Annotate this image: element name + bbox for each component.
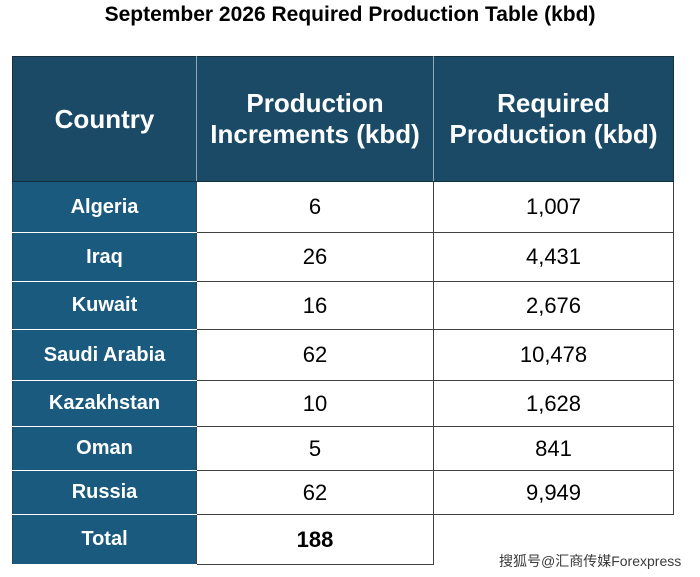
- header-required-line1: Required: [497, 88, 610, 118]
- increment-cell: 62: [196, 329, 434, 381]
- total-blank-cell: [433, 514, 674, 565]
- header-country: Country: [12, 56, 197, 182]
- production-table: Country Production Increments (kbd) Requ…: [12, 56, 674, 565]
- required-cell: 10,478: [433, 329, 674, 381]
- increment-cell: 5: [196, 426, 434, 471]
- header-row: Country Production Increments (kbd) Requ…: [12, 56, 674, 182]
- increment-cell: 26: [196, 232, 434, 282]
- total-label-cell: Total: [12, 514, 197, 565]
- required-cell: 1,007: [433, 181, 674, 233]
- table-row: Iraq 26 4,431: [12, 232, 674, 282]
- country-cell: Iraq: [12, 232, 197, 282]
- header-increments: Production Increments (kbd): [196, 56, 434, 182]
- header-country-label: Country: [54, 103, 155, 134]
- increment-cell: 6: [196, 181, 434, 233]
- header-required: Required Production (kbd): [433, 56, 674, 182]
- country-cell: Kuwait: [12, 281, 197, 330]
- required-cell: 1,628: [433, 380, 674, 427]
- increment-cell: 62: [196, 470, 434, 515]
- increment-cell: 10: [196, 380, 434, 427]
- required-cell: 2,676: [433, 281, 674, 330]
- header-increments-line2: Increments (kbd): [210, 119, 420, 149]
- table-row: Russia 62 9,949: [12, 470, 674, 515]
- total-increment-cell: 188: [196, 514, 434, 565]
- required-cell: 9,949: [433, 470, 674, 515]
- watermark: 搜狐号@汇商传媒Forexpress: [499, 553, 682, 569]
- increment-cell: 16: [196, 281, 434, 330]
- total-row: Total 188: [12, 514, 674, 565]
- country-cell: Russia: [12, 470, 197, 515]
- country-cell: Kazakhstan: [12, 380, 197, 427]
- table-row: Algeria 6 1,007: [12, 181, 674, 233]
- country-cell: Oman: [12, 426, 197, 471]
- table-row: Saudi Arabia 62 10,478: [12, 329, 674, 381]
- table-row: Kuwait 16 2,676: [12, 281, 674, 330]
- table-row: Oman 5 841: [12, 426, 674, 471]
- country-cell: Algeria: [12, 181, 197, 233]
- table-title: September 2026 Required Production Table…: [104, 3, 596, 26]
- country-cell: Saudi Arabia: [12, 329, 197, 381]
- required-cell: 841: [433, 426, 674, 471]
- header-required-line2: Production (kbd): [449, 119, 658, 149]
- header-increments-line1: Production: [246, 88, 384, 118]
- required-cell: 4,431: [433, 232, 674, 282]
- table-row: Kazakhstan 10 1,628: [12, 380, 674, 427]
